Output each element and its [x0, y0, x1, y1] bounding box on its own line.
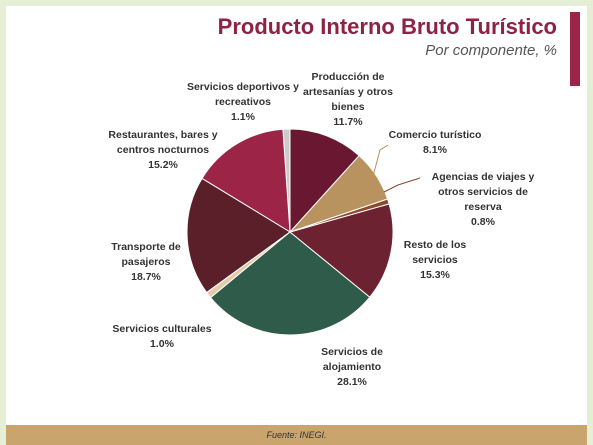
label-value: 1.0% — [150, 338, 174, 350]
accent-bar — [570, 12, 580, 86]
chart — [186, 128, 421, 336]
label-name: Producción de artesanías y otros bienes — [303, 71, 393, 113]
label-name: Servicios de alojamiento — [321, 346, 383, 373]
slice-label: Servicios deportivos y recreativos 1.1% — [183, 80, 303, 125]
leader-line — [371, 144, 389, 181]
chart-subtitle: Por componente, % — [425, 42, 557, 59]
pie-slice — [186, 177, 291, 294]
slice-label: Comercio turístico 8.1% — [380, 128, 490, 158]
label-name: Agencias de viajes y otros servicios de … — [431, 171, 535, 213]
slice-label: Agencias de viajes y otros servicios de … — [423, 170, 543, 230]
label-name: Restaurantes, bares y centros nocturnos — [108, 129, 218, 156]
label-value: 8.1% — [423, 144, 447, 156]
label-value: 0.8% — [471, 216, 495, 228]
slice-label: Transporte de pasajeros 18.7% — [96, 240, 196, 285]
pie-slice — [289, 128, 360, 234]
pie-slice — [288, 203, 394, 298]
slice-label: Producción de artesanías y otros bienes 1… — [293, 70, 403, 130]
label-name: Resto de los servicios — [403, 239, 467, 266]
pie-slice — [209, 231, 371, 336]
label-value: 28.1% — [337, 376, 367, 388]
label-name: Comercio turístico — [388, 129, 482, 141]
leader-line — [383, 177, 421, 193]
label-value: 11.7% — [333, 116, 363, 128]
source: Fuente: INEGI. — [6, 425, 587, 445]
slice-label: Servicios culturales 1.0% — [97, 322, 227, 352]
label-value: 15.2% — [148, 159, 178, 171]
label-name: Servicios deportivos y recreativos — [186, 81, 300, 108]
label-value: 15.3% — [420, 269, 450, 281]
slice-label: Resto de los servicios 15.3% — [390, 238, 480, 283]
slice-label: Servicios de alojamiento 28.1% — [302, 345, 402, 390]
label-name: Servicios culturales — [112, 323, 212, 335]
label-name: Transporte de pasajeros — [111, 241, 181, 268]
label-value: 18.7% — [131, 271, 161, 283]
pie-slice — [201, 128, 291, 233]
slice-label: Restaurantes, bares y centros nocturnos 1… — [98, 128, 228, 173]
label-value: 1.1% — [231, 111, 255, 123]
chart-title: Producto Interno Bruto Turístico — [217, 14, 557, 39]
